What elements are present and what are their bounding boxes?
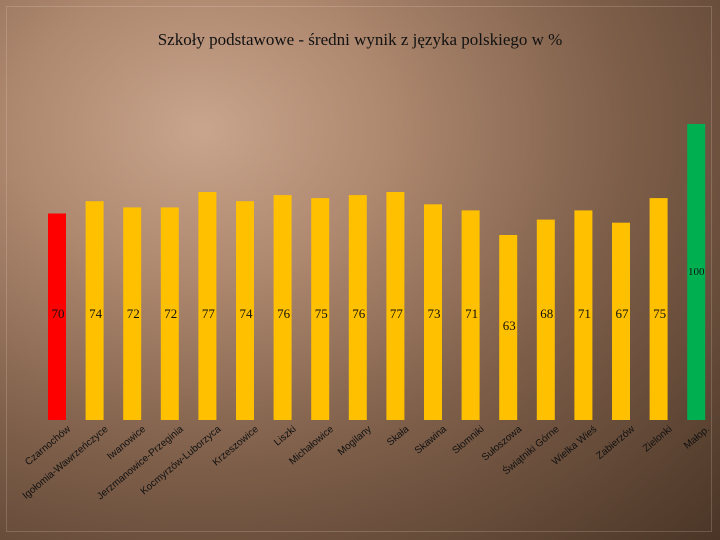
value-label-12: 71: [465, 306, 478, 321]
value-label-1: 70: [52, 306, 65, 321]
bar-10: [386, 192, 405, 420]
bar-18: [687, 124, 706, 420]
value-label-16: 67: [616, 306, 630, 321]
category-label-11: Skawina: [413, 424, 449, 457]
category-label-17: Zielonki: [641, 424, 674, 455]
bar-7: [273, 195, 292, 420]
bar-15: [574, 210, 593, 420]
bar-9: [348, 195, 367, 420]
bar-11: [424, 204, 442, 420]
category-label-18: Małop.: [682, 424, 712, 452]
bar-3: [123, 207, 142, 420]
value-label-4: 72: [164, 306, 177, 321]
bar-4: [160, 207, 179, 420]
bar-12: [461, 210, 480, 420]
value-label-3: 72: [127, 306, 140, 321]
value-label-5: 77: [202, 306, 216, 321]
value-label-7: 76: [277, 306, 291, 321]
bar-14: [536, 219, 555, 420]
value-label-10: 77: [390, 306, 404, 321]
value-label-11: 73: [428, 306, 441, 321]
value-label-14: 68: [540, 306, 553, 321]
value-label-2: 74: [89, 306, 103, 321]
bar-2: [85, 201, 104, 420]
category-label-7: Liszki: [272, 424, 298, 449]
category-label-12: Słomniki: [451, 424, 487, 457]
bar-1: [48, 213, 66, 420]
value-label-15: 71: [578, 306, 591, 321]
value-label-8: 75: [315, 306, 328, 321]
category-label-9: Mogilany: [336, 424, 374, 458]
slide-frame: [6, 6, 712, 532]
bar-6: [236, 201, 254, 420]
category-label-10: Skała: [385, 424, 412, 449]
bar-8: [311, 198, 330, 420]
reference-label: 100: [688, 266, 705, 278]
bar-17: [649, 198, 668, 420]
bar-5: [198, 192, 217, 420]
value-label-17: 75: [653, 306, 666, 321]
chart-title: Szkoły podstawowe - średni wynik z język…: [157, 30, 563, 49]
value-label-6: 74: [240, 306, 254, 321]
value-label-13: 63: [503, 318, 516, 333]
category-label-16: Zabierzów: [595, 423, 638, 462]
bar-13: [499, 235, 518, 420]
value-label-9: 76: [352, 306, 366, 321]
bar-16: [612, 222, 630, 420]
